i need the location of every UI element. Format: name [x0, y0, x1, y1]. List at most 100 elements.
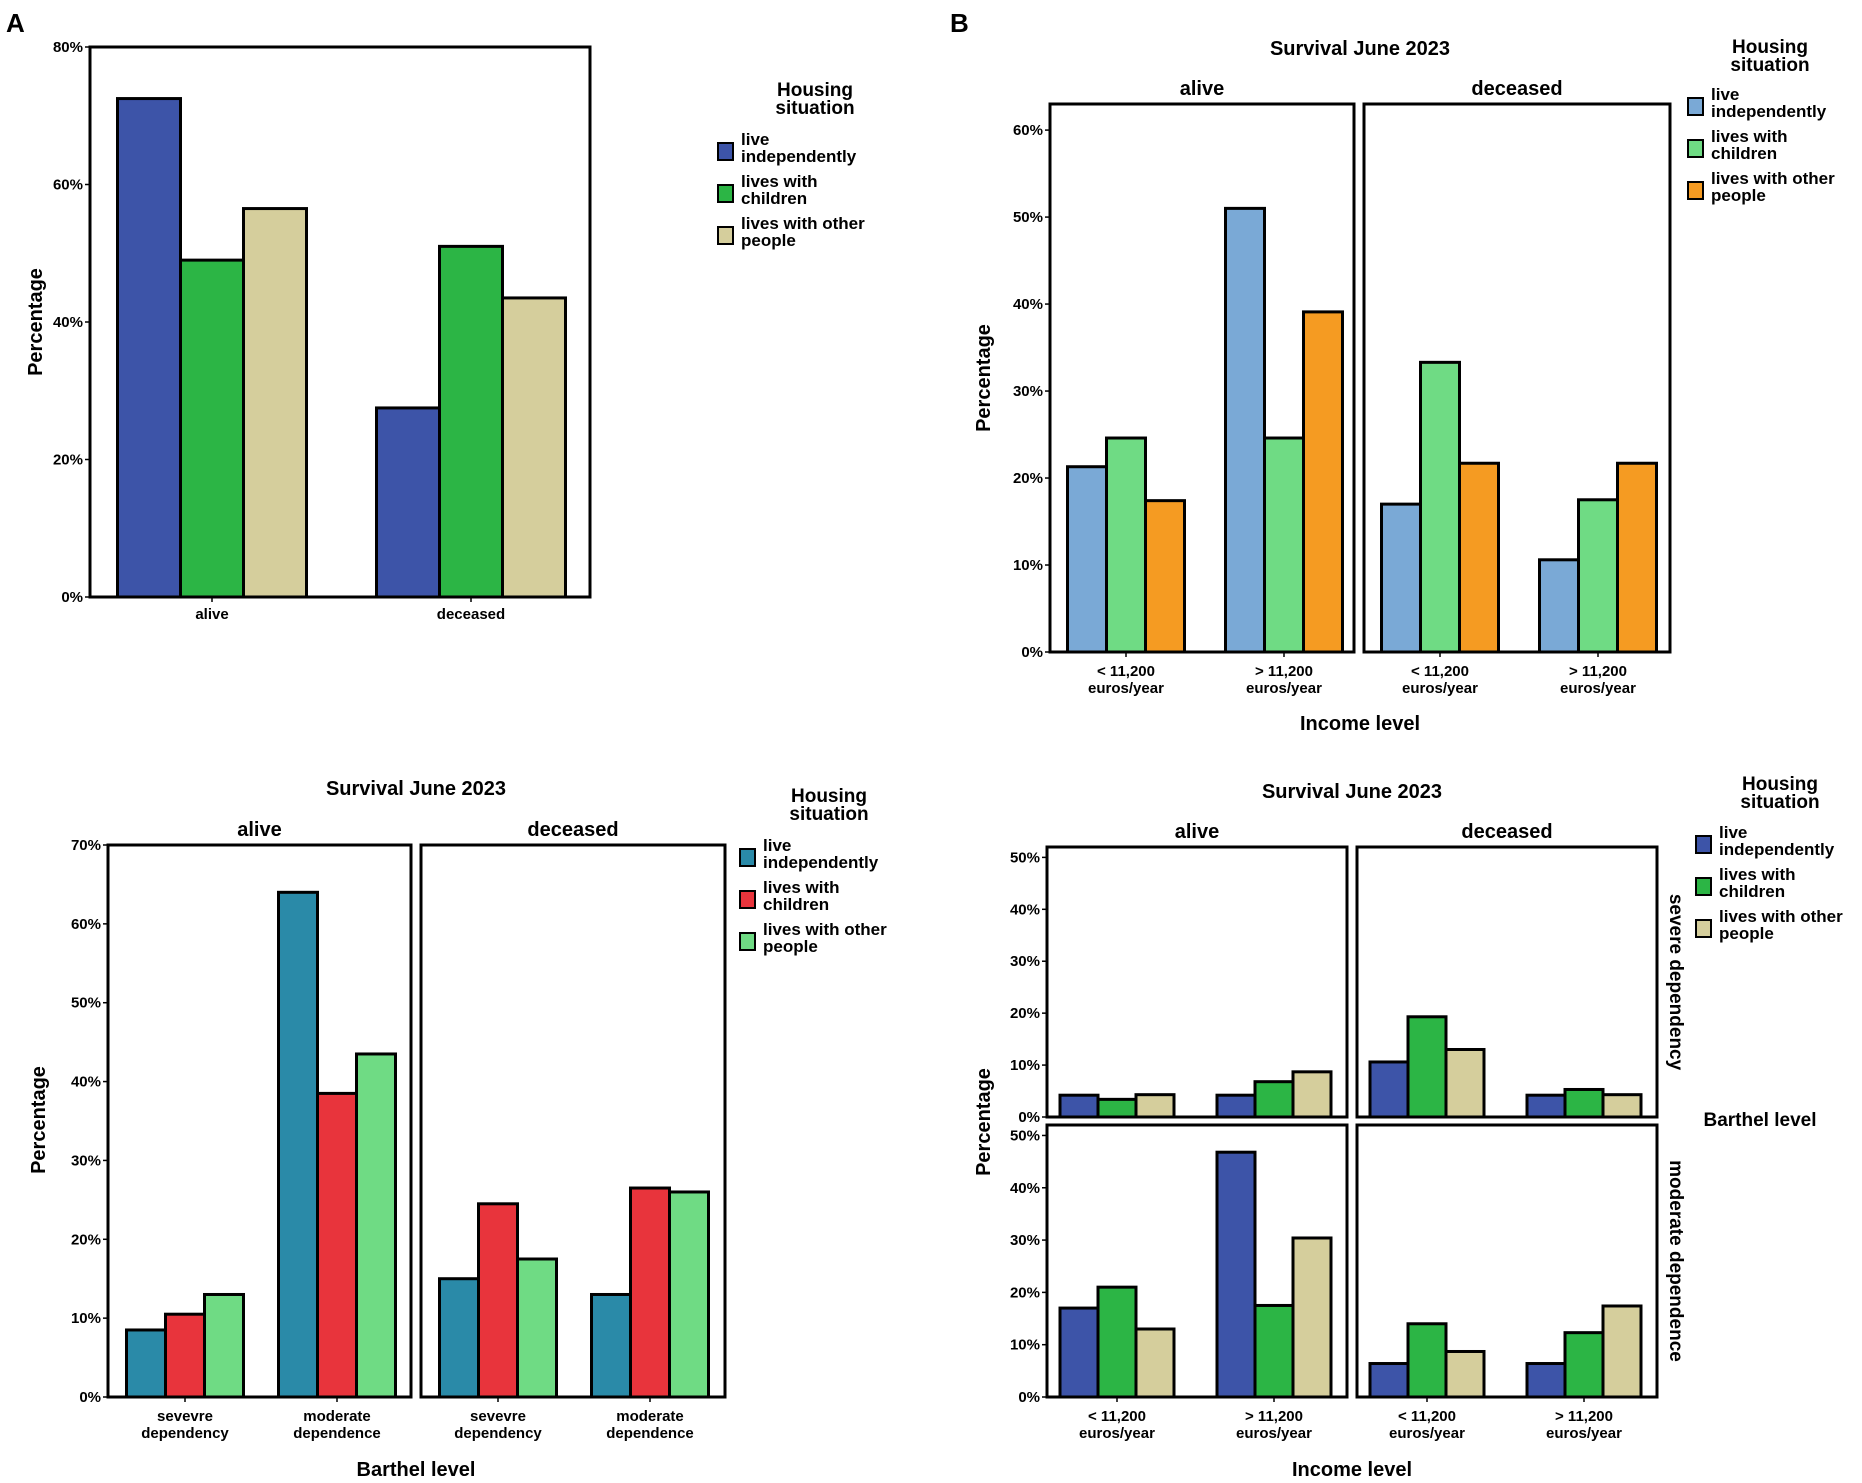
y-tick-label: 40%: [53, 314, 83, 331]
y-tick-label: 50%: [1010, 849, 1040, 866]
a-bottom-alive-bar-lives-with-other-people-1: [355, 1052, 397, 1399]
b-top-title: Survival June 2023: [1270, 38, 1450, 60]
b-top-x-tick-label-1-0: < 11,200 euros/year: [1402, 663, 1478, 697]
a-bottom-legend-label-0: live independently: [763, 836, 879, 872]
b-top-deceased-bar-lives-with-children-0: [1419, 360, 1461, 654]
a-bottom-x-tick-label-0-0: sevevre dependency: [141, 1408, 229, 1442]
b-bottom-1-1-bar-live-independently-1: [1525, 1362, 1567, 1399]
b-top-deceased-bar-lives-with-other-people-0: [1458, 461, 1500, 654]
b-bottom-cell-frame-1-1: [1355, 1123, 1659, 1399]
b-bottom-row-label-1: moderate dependence: [1665, 1160, 1686, 1362]
b-bottom-row-title: Barthel level: [1704, 1110, 1817, 1131]
b-bottom-1-1-bar-lives-with-children-0: [1406, 1322, 1448, 1399]
b-bottom-0-0-bar-lives-with-children-1: [1253, 1080, 1295, 1119]
b-bottom-0-1-bar-lives-with-children-0: [1406, 1015, 1448, 1119]
b-top-alive-bar-live-independently-1: [1224, 206, 1266, 654]
a-bottom-x-tick-label-1-0: sevevre dependency: [454, 1408, 542, 1442]
a-bottom-facet-frame-0: [106, 843, 413, 1399]
y-tick-label: 30%: [1013, 383, 1043, 400]
b-bottom-1-0-bar-lives-with-other-people-1: [1291, 1236, 1333, 1399]
b-bottom-legend-label-2: lives with other people: [1719, 907, 1843, 943]
b-bottom-1-0-bar-lives-with-children-1: [1253, 1303, 1295, 1399]
a-bottom-alive-bar-lives-with-children-0: [164, 1312, 206, 1399]
b-bottom-cell-frame-0-0: [1045, 845, 1349, 1119]
b-top-x-axis-label: Income level: [1300, 713, 1420, 735]
y-tick-label: 60%: [1013, 122, 1043, 139]
b-top-legend-label-1: lives with children: [1711, 127, 1788, 163]
y-tick-label: 20%: [53, 452, 83, 469]
b-top-legend-title: Housing situation: [1730, 37, 1809, 76]
y-tick-label: 40%: [1013, 296, 1043, 313]
b-bottom-1-1-bar-live-independently-0: [1368, 1362, 1410, 1399]
b-top-deceased-bar-live-independently-0: [1380, 502, 1422, 654]
b-bottom-col-label-alive: alive: [1175, 821, 1219, 843]
a-top-bar-lives-with-children-1: [438, 244, 504, 599]
a-top-bar-lives-with-other-people-0: [242, 207, 308, 599]
a-bottom-alive-bar-live-independently-1: [277, 890, 319, 1399]
b-bottom-0-1-bar-lives-with-other-people-0: [1444, 1048, 1486, 1119]
a-bottom-y-axis-label: Percentage: [28, 1066, 50, 1174]
y-tick-label: 10%: [1013, 557, 1043, 574]
y-tick-label: 0%: [1018, 1389, 1040, 1406]
a-top-x-tick-label-1: deceased: [437, 606, 505, 623]
b-top-deceased-bar-lives-with-other-people-1: [1616, 461, 1658, 654]
y-tick-label: 20%: [1013, 470, 1043, 487]
a-top-legend-swatch-1: [717, 184, 734, 203]
y-tick-label: 40%: [1010, 901, 1040, 918]
y-tick-label: 20%: [1010, 1005, 1040, 1022]
a-bottom-deceased-bar-lives-with-other-people-0: [516, 1257, 558, 1399]
b-top-facet-label-alive: alive: [1180, 78, 1224, 100]
y-tick-label: 50%: [1013, 209, 1043, 226]
y-tick-label: 40%: [71, 1074, 101, 1091]
b-bottom-0-0-bar-lives-with-children-0: [1096, 1097, 1138, 1119]
a-bottom-deceased-bar-live-independently-0: [438, 1277, 480, 1399]
a-bottom-deceased-bar-lives-with-other-people-1: [668, 1190, 710, 1399]
y-tick-label: 30%: [1010, 953, 1040, 970]
y-tick-label: 30%: [1010, 1232, 1040, 1249]
b-bottom-y-axis-label: Percentage: [973, 1068, 995, 1176]
y-tick-label: 10%: [1010, 1057, 1040, 1074]
b-bottom-0-1-bar-live-independently-1: [1525, 1093, 1567, 1119]
a-bottom-facet-label-deceased: deceased: [527, 819, 618, 841]
b-bottom-legend-swatch-2: [1695, 919, 1712, 938]
y-tick-label: 60%: [71, 916, 101, 933]
b-bottom-x-axis-label: Income level: [1292, 1459, 1412, 1481]
b-bottom-legend-label-1: lives with children: [1719, 865, 1796, 901]
b-bottom-x-tick-label-0-0: < 11,200 euros/year: [1079, 1408, 1155, 1442]
a-bottom-deceased-bar-live-independently-1: [590, 1292, 632, 1399]
b-bottom-legend-label-0: live independently: [1719, 823, 1835, 859]
b-top-y-axis-label: Percentage: [973, 324, 995, 432]
chart-b-bottom: Survival June 2023 alive deceased 0% 10% 20% 3…: [973, 774, 1843, 1481]
b-top-legend-swatch-2: [1687, 181, 1704, 200]
y-tick-label: 50%: [71, 995, 101, 1012]
b-bottom-0-0-bar-live-independently-1: [1215, 1093, 1257, 1119]
b-top-deceased-bar-lives-with-children-1: [1577, 498, 1619, 654]
a-top-bar-live-independently-0: [116, 97, 182, 599]
b-bottom-x-tick-label-1-1: > 11,200 euros/year: [1546, 1408, 1622, 1442]
a-bottom-deceased-bar-lives-with-children-1: [629, 1186, 671, 1399]
a-bottom-alive-bar-lives-with-children-1: [316, 1091, 358, 1399]
a-top-legend-swatch-0: [717, 142, 734, 161]
b-top-deceased-bar-live-independently-1: [1538, 558, 1580, 654]
a-top-x-tick-label-0: alive: [195, 606, 228, 623]
b-top-facet-frame-1: [1362, 102, 1672, 654]
a-top-legend-title: Housing situation: [775, 80, 854, 119]
b-top-x-tick-label-0-1: > 11,200 euros/year: [1246, 663, 1322, 697]
b-top-alive-bar-lives-with-other-people-1: [1302, 310, 1344, 654]
b-bottom-legend-swatch-0: [1695, 835, 1712, 854]
b-top-facet-label-deceased: deceased: [1471, 78, 1562, 100]
y-tick-label: 40%: [1010, 1180, 1040, 1197]
b-bottom-x-tick-label-0-1: > 11,200 euros/year: [1236, 1408, 1312, 1442]
y-tick-label: 80%: [53, 39, 83, 56]
chart-a-bottom: Survival June 2023 alive sevevre dependency…: [28, 778, 887, 1481]
y-tick-label: 20%: [71, 1231, 101, 1248]
b-top-alive-bar-live-independently-0: [1066, 465, 1108, 654]
a-top-legend-label-0: live independently: [741, 130, 857, 166]
b-bottom-0-0-bar-live-independently-0: [1058, 1093, 1100, 1119]
y-tick-label: 0%: [61, 589, 83, 606]
b-bottom-cell-frame-0-1: [1355, 845, 1659, 1119]
b-bottom-cell-frame-1-0: [1045, 1123, 1349, 1399]
b-bottom-title: Survival June 2023: [1262, 781, 1442, 803]
a-top-legend-label-1: lives with children: [741, 172, 818, 208]
